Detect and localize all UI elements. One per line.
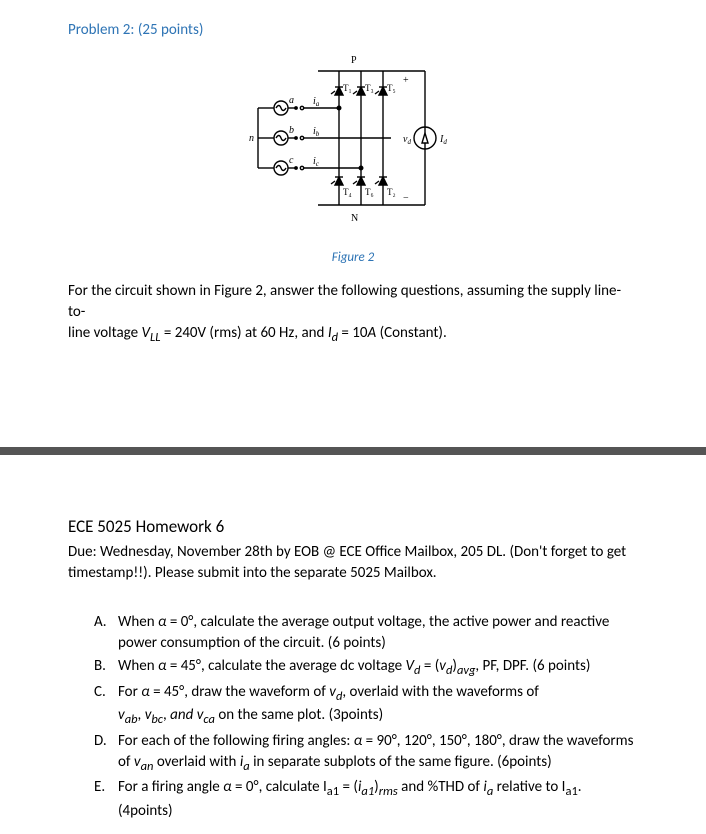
svg-text:Id: Id bbox=[439, 134, 447, 146]
figure-caption: Figure 2 bbox=[68, 249, 638, 267]
item-b: B. When α = 45°, calculate the average d… bbox=[94, 656, 638, 680]
lbl-T1: T₁ bbox=[343, 83, 352, 93]
lbl-T2: T₂ bbox=[387, 187, 396, 197]
item-e: E. For a firing angle α = 0°, calculate … bbox=[94, 777, 638, 822]
lbl-minus: − bbox=[403, 193, 409, 204]
circuit-diagram: P N a b c n ia ib ic T₁ T₃ T₅ T₄ T₆ T₂ + bbox=[243, 53, 463, 228]
svg-text:ib: ib bbox=[313, 126, 320, 138]
intro-paragraph: For the circuit shown in Figure 2, answe… bbox=[68, 281, 638, 347]
lbl-n: n bbox=[249, 133, 254, 144]
lbl-P: P bbox=[351, 55, 357, 66]
svg-text:ia: ia bbox=[313, 96, 320, 108]
svg-text:ic: ic bbox=[313, 156, 320, 168]
homework-title: ECE 5025 Homework 6 bbox=[68, 515, 638, 539]
lbl-N: N bbox=[351, 213, 358, 224]
item-a: A. When α = 0°, calculate the average ou… bbox=[94, 612, 638, 654]
lbl-T4: T₄ bbox=[343, 187, 352, 197]
svg-text:vd: vd bbox=[403, 134, 411, 146]
item-c: C. For α = 45°, draw the waveform of vd,… bbox=[94, 682, 638, 729]
lbl-T3: T₃ bbox=[365, 83, 374, 93]
page-divider bbox=[0, 447, 706, 455]
due-text: Due: Wednesday, November 28th by EOB @ E… bbox=[68, 542, 638, 584]
lbl-T6: T₆ bbox=[365, 187, 374, 197]
question-list: A. When α = 0°, calculate the average ou… bbox=[94, 612, 638, 822]
figure-container: P N a b c n ia ib ic T₁ T₃ T₅ T₄ T₆ T₂ + bbox=[68, 53, 638, 267]
lbl-T5: T₅ bbox=[387, 83, 396, 93]
lbl-a: a bbox=[289, 95, 294, 106]
lbl-b: b bbox=[289, 125, 294, 136]
problem-title: Problem 2: (25 points) bbox=[68, 20, 638, 41]
lbl-c: c bbox=[289, 155, 294, 166]
item-d: D. For each of the following firing angl… bbox=[94, 731, 638, 776]
lbl-plus: + bbox=[403, 75, 409, 86]
